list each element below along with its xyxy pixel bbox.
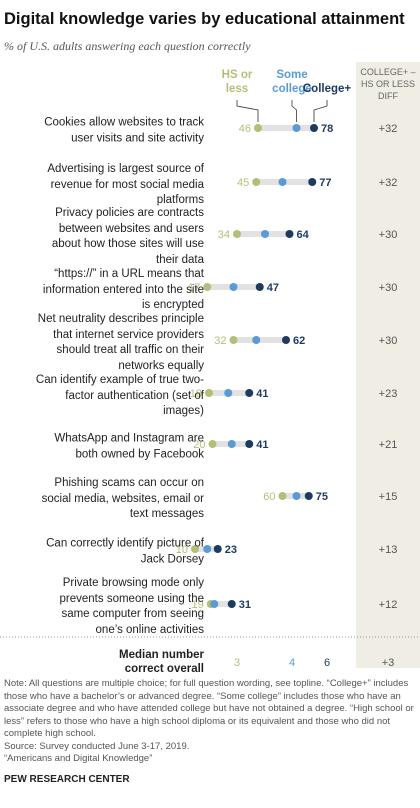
diff-label: +30 [379, 335, 398, 347]
median-value: 4 [289, 657, 295, 669]
value-label: 46 [239, 123, 251, 135]
diff-label: +13 [379, 544, 398, 556]
value-label: 10 [176, 544, 188, 556]
diff-label: +12 [379, 599, 398, 611]
dot [261, 230, 269, 238]
source: Source: Survey conducted June 3-17, 2019… [4, 740, 190, 752]
value-label: 75 [316, 491, 328, 503]
dot [205, 389, 213, 397]
value-label: 41 [256, 388, 268, 400]
legend-leader [291, 100, 297, 122]
notes: Note: All questions are multiple choice;… [4, 678, 414, 766]
diff-label: +15 [379, 491, 398, 503]
dot [227, 440, 236, 448]
value-label: 62 [293, 335, 305, 347]
legend-leader [236, 100, 259, 122]
value-label: 19 [192, 599, 204, 611]
dot [213, 545, 222, 553]
dot [252, 336, 261, 344]
category-label: Private browsing mode only prevents some… [59, 577, 204, 636]
legend-leader [313, 100, 328, 122]
value-label: 31 [239, 599, 251, 611]
footer: PEW RESEARCH CENTER [4, 774, 130, 785]
category-label: Cookies allow websites to track user vis… [44, 116, 204, 145]
dot [285, 230, 294, 238]
value-label: 77 [319, 177, 331, 189]
category-label: Privacy policies are contracts between w… [51, 207, 204, 266]
dot [278, 492, 287, 500]
dot [292, 124, 301, 132]
diff-label: +21 [379, 439, 398, 451]
value-label: 23 [225, 544, 237, 556]
category-label: Net neutrality describes principle that … [37, 313, 204, 372]
dot [224, 389, 233, 397]
diff-label: +32 [379, 177, 398, 189]
dot [203, 545, 212, 553]
diff-column [356, 62, 420, 668]
note: Note: All questions are multiple choice;… [4, 678, 414, 739]
dot [208, 440, 217, 448]
dot [308, 178, 317, 186]
legend-label: College+ [302, 83, 352, 95]
category-label: Can identify example of true two-factor … [35, 373, 204, 417]
dot [278, 178, 287, 186]
dot [304, 492, 313, 500]
dot [254, 124, 262, 132]
value-label: 18 [190, 388, 202, 400]
diff-label: +32 [379, 123, 398, 135]
dot [203, 283, 212, 291]
category-label: Advertising is largest source of revenue… [47, 162, 204, 206]
dot [252, 178, 261, 186]
dot [245, 440, 254, 448]
median-value: 6 [324, 657, 330, 669]
diff-label: +23 [379, 388, 398, 400]
dot [229, 283, 238, 291]
value-label: 78 [321, 123, 333, 135]
dot [245, 389, 254, 397]
category-label: WhatsApp and Instagram are both owned by… [54, 432, 204, 461]
dot [227, 600, 236, 608]
median-value: 3 [234, 657, 240, 669]
chart-title: Digital knowledge varies by educational … [4, 10, 405, 28]
report: “Americans and Digital Knowledge” [4, 753, 153, 764]
value-label: 41 [256, 439, 268, 451]
median-label: Median number correct overall [119, 649, 204, 675]
dot [255, 283, 264, 291]
value-label: 32 [214, 335, 226, 347]
value-label: 17 [188, 282, 200, 294]
value-label: 20 [193, 439, 205, 451]
category-label: Can correctly identify picture of Jack D… [46, 537, 204, 566]
legend-label: HS or less [221, 69, 253, 95]
value-label: 64 [297, 229, 310, 241]
median-diff: +3 [382, 657, 395, 669]
dot [310, 124, 318, 132]
legend-label: Some college [272, 69, 312, 95]
dot [210, 600, 219, 608]
diff-label: +30 [379, 282, 398, 294]
value-label: 34 [218, 229, 230, 241]
dot [292, 492, 301, 500]
diff-label: +30 [379, 229, 398, 241]
dot [233, 230, 241, 238]
value-label: 45 [237, 177, 249, 189]
value-label: 47 [267, 282, 279, 294]
value-label: 60 [263, 491, 275, 503]
dot [229, 336, 238, 344]
category-label: “https://” in a URL means that informati… [42, 267, 204, 311]
subtitle: % of U.S. adults answering each question… [4, 39, 251, 53]
diff-header: COLLEGE+ – HS OR LESS DIFF [360, 67, 416, 101]
dot [191, 545, 199, 553]
category-label: Phishing scams can occur on social media… [41, 476, 204, 520]
dot [282, 336, 290, 344]
